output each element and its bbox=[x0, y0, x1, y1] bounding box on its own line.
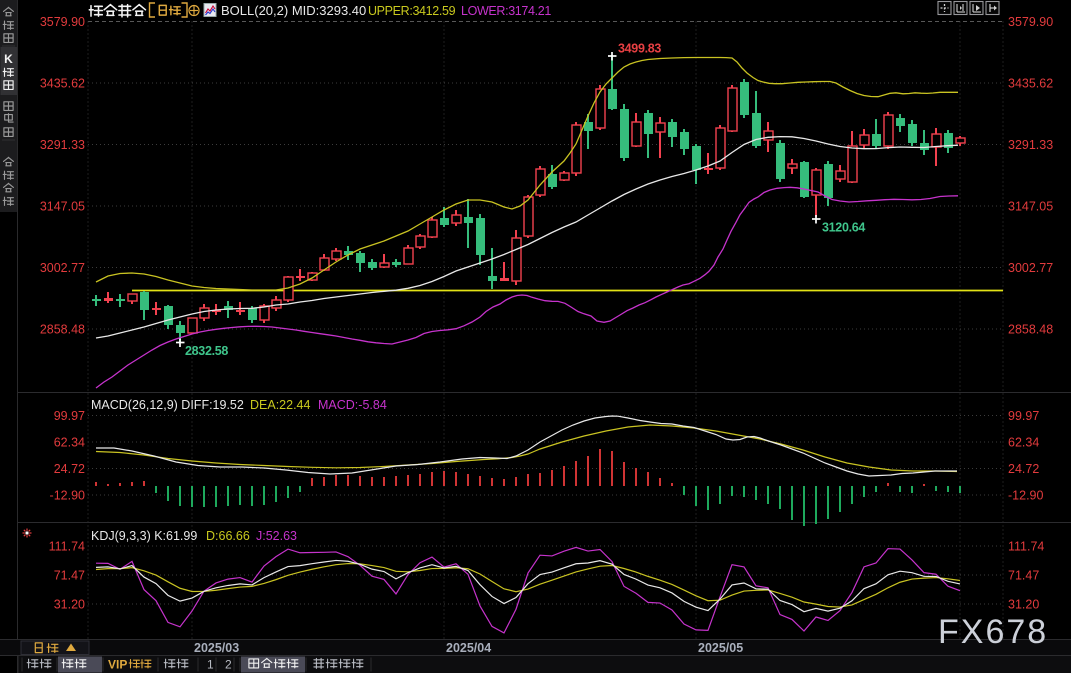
svg-text:3002.77: 3002.77 bbox=[1008, 261, 1053, 275]
svg-text:3435.62: 3435.62 bbox=[40, 77, 85, 91]
svg-text:2: 2 bbox=[225, 658, 232, 672]
svg-text:3579.90: 3579.90 bbox=[1008, 15, 1053, 29]
svg-text:2858.48: 2858.48 bbox=[40, 323, 85, 337]
svg-text:J:52.63: J:52.63 bbox=[256, 529, 297, 543]
svg-text:3291.33: 3291.33 bbox=[1008, 138, 1053, 152]
svg-text:24.72: 24.72 bbox=[1008, 462, 1039, 476]
svg-text:111.74: 111.74 bbox=[49, 540, 85, 554]
svg-text:111.74: 111.74 bbox=[1008, 540, 1044, 554]
svg-text:2025/05: 2025/05 bbox=[698, 641, 743, 655]
svg-text:D:66.66: D:66.66 bbox=[206, 529, 250, 543]
svg-text:DEA:22.44: DEA:22.44 bbox=[250, 398, 311, 412]
svg-text:BOLL(20,2) MID:3293.40: BOLL(20,2) MID:3293.40 bbox=[221, 3, 366, 18]
svg-text:99.97: 99.97 bbox=[54, 409, 85, 423]
svg-text:2025/03: 2025/03 bbox=[194, 641, 239, 655]
svg-text:MACD(26,12,9) DIFF:19.52: MACD(26,12,9) DIFF:19.52 bbox=[91, 398, 244, 412]
svg-text:1: 1 bbox=[207, 658, 214, 672]
svg-text:K: K bbox=[4, 52, 13, 66]
svg-text:FX678: FX678 bbox=[938, 613, 1048, 651]
svg-text:3579.90: 3579.90 bbox=[40, 15, 85, 29]
svg-text:62.34: 62.34 bbox=[1008, 436, 1039, 450]
svg-text:71.47: 71.47 bbox=[54, 569, 85, 583]
svg-text:3147.05: 3147.05 bbox=[40, 200, 85, 214]
svg-text:-12.90: -12.90 bbox=[50, 489, 85, 503]
svg-text:LOWER:3174.21: LOWER:3174.21 bbox=[461, 4, 551, 18]
svg-text:3002.77: 3002.77 bbox=[40, 261, 85, 275]
svg-text:71.47: 71.47 bbox=[1008, 569, 1039, 583]
svg-text:-12.90: -12.90 bbox=[1008, 489, 1043, 503]
svg-text:3499.83: 3499.83 bbox=[618, 42, 661, 56]
svg-text:VIP: VIP bbox=[108, 658, 127, 672]
svg-text:UPPER:3412.59: UPPER:3412.59 bbox=[368, 4, 456, 18]
svg-text:24.72: 24.72 bbox=[54, 462, 85, 476]
svg-text:3147.05: 3147.05 bbox=[1008, 200, 1053, 214]
svg-text:KDJ(9,3,3) K:61.99: KDJ(9,3,3) K:61.99 bbox=[91, 529, 197, 543]
svg-text:31.20: 31.20 bbox=[54, 598, 85, 612]
svg-text:31.20: 31.20 bbox=[1008, 598, 1039, 612]
svg-text:2025/04: 2025/04 bbox=[446, 641, 491, 655]
svg-text:3120.64: 3120.64 bbox=[822, 221, 865, 235]
svg-text:MACD:-5.84: MACD:-5.84 bbox=[318, 398, 387, 412]
svg-text:3435.62: 3435.62 bbox=[1008, 77, 1053, 91]
svg-text:2858.48: 2858.48 bbox=[1008, 323, 1053, 337]
svg-text:62.34: 62.34 bbox=[54, 436, 85, 450]
svg-text:3291.33: 3291.33 bbox=[40, 138, 85, 152]
svg-text:99.97: 99.97 bbox=[1008, 409, 1039, 423]
svg-text:2832.58: 2832.58 bbox=[185, 344, 228, 358]
